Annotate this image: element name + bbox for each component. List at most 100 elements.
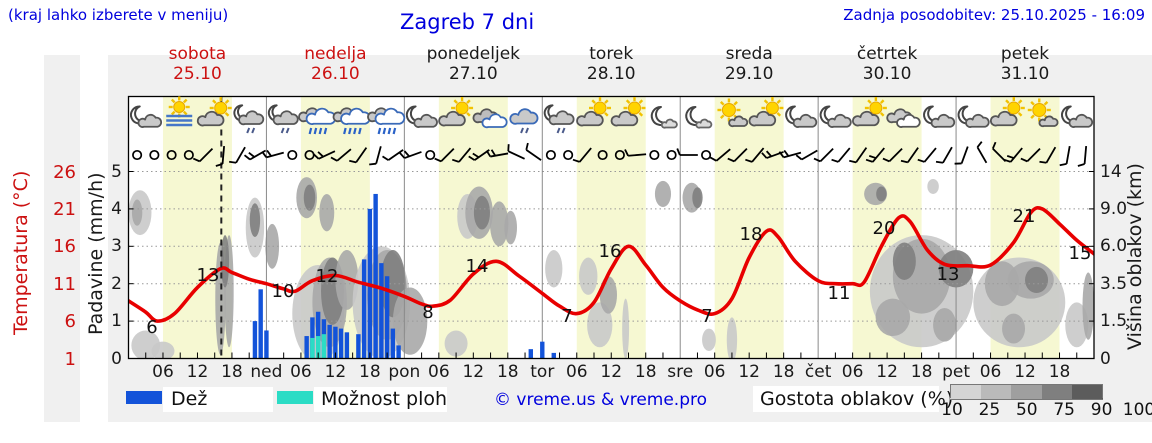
wind-barb-icon — [795, 149, 818, 161]
left-temp-strip — [44, 55, 80, 422]
temperature-value-label: 15 — [1069, 243, 1092, 264]
wind-barb-icon — [312, 150, 336, 160]
time-tick-label: 06 — [703, 362, 726, 382]
weather-icon-rain — [298, 107, 337, 135]
cloud-axis-tick: 0 — [1100, 348, 1111, 369]
time-tick-label: 12 — [462, 362, 485, 382]
temp-axis-tick: 11 — [53, 273, 76, 295]
cloud-scale-segment — [1011, 384, 1042, 400]
wind-barb-icon — [507, 144, 525, 160]
wind-barb-icon — [849, 147, 868, 164]
wind-barb-icon — [778, 149, 802, 159]
temp-axis-tick: 21 — [53, 198, 76, 220]
temp-axis-tick: 1 — [64, 348, 76, 370]
wind-barb-icon — [229, 146, 246, 164]
rain-bar — [264, 330, 269, 359]
wind-calm-icon — [132, 149, 143, 161]
time-tick-label: 06 — [841, 362, 864, 382]
rain-bar — [252, 321, 258, 359]
time-tick-label: 06 — [565, 362, 588, 382]
rain-bar — [528, 349, 533, 359]
temperature-value-label: 13 — [937, 264, 960, 285]
precip-axis-tick: 3 — [111, 236, 122, 257]
wind-barb-icon — [1020, 147, 1041, 163]
cloud-scale-label: 90 — [1090, 400, 1113, 420]
weather-icon-sun-cloud — [852, 97, 887, 127]
shower-bar — [310, 337, 315, 359]
day-name-nedelja: nedelja — [304, 44, 367, 64]
temperature-value-label: 16 — [599, 241, 622, 262]
temperature-value-label: 18 — [740, 224, 763, 245]
weather-icon-sun-fog — [166, 96, 193, 127]
rain-legend-swatch — [126, 391, 162, 404]
day-date: 30.10 — [862, 64, 912, 84]
time-tick-label: 18 — [634, 362, 657, 382]
wind-calm-icon — [614, 149, 625, 161]
wind-barb-icon — [813, 147, 834, 163]
rain-bar — [379, 263, 384, 359]
temperature-value-label: 20 — [873, 218, 896, 239]
weather-icon-rain — [367, 107, 406, 135]
daylight-band — [576, 96, 646, 359]
day-abbrev-label: čet — [804, 362, 832, 382]
cloud-axis-tick: 9.0 — [1100, 198, 1128, 219]
temperature-value-label: 21 — [1013, 206, 1036, 227]
time-tick-label: 12 — [876, 362, 898, 382]
wind-calm-icon — [425, 149, 436, 161]
temperature-line — [128, 205, 1094, 323]
cloud-scale-segment — [980, 384, 1012, 400]
weather-icon-sun-cloud — [748, 97, 784, 127]
time-tick-label: 12 — [324, 362, 347, 382]
day-date: 25.10 — [173, 64, 222, 84]
wind-calm-icon — [563, 149, 574, 161]
rain-bar — [396, 345, 401, 359]
time-tick-label: 18 — [496, 362, 519, 382]
day-date: 26.10 — [311, 64, 360, 84]
day-name-ponedeljek: ponedeljek — [426, 44, 521, 64]
precip-axis-tick: 2 — [111, 273, 122, 294]
wind-calm-icon — [287, 149, 298, 161]
time-tick-label: 06 — [290, 362, 312, 382]
daylight-band — [714, 96, 784, 359]
showers-legend-swatch — [277, 391, 313, 404]
showers-legend-label: Možnost ploh — [321, 388, 448, 410]
wind-barb-icon — [451, 147, 472, 163]
cloud-scale-label: 25 — [978, 400, 1001, 420]
wind-barb-icon — [882, 147, 903, 163]
wind-barb-icon — [1059, 145, 1071, 167]
time-tick-label: 18 — [1048, 362, 1071, 382]
shower-bar — [321, 334, 327, 359]
temp-axis-tick: 26 — [53, 161, 76, 183]
wind-barb-icon — [831, 147, 851, 163]
rain-legend-label: Dež — [171, 388, 208, 410]
wind-barb-icon — [349, 147, 368, 164]
wind-barb-icon — [935, 146, 953, 164]
day-date: 27.10 — [448, 64, 498, 84]
credit-link[interactable]: © vreme.us & vreme.pro — [494, 390, 708, 410]
cloud-scale-label: 10 — [941, 400, 963, 420]
weather-icon-moon-cloud — [957, 105, 990, 128]
day-name-torek: torek — [589, 44, 634, 64]
wind-calm-icon — [597, 149, 608, 161]
wind-barb-icon — [624, 149, 647, 157]
temperature-value-label: 10 — [272, 281, 295, 302]
shower-bar — [315, 336, 321, 359]
weather-icon-moon-cloud — [923, 105, 956, 128]
weather-icon-moon-cloud — [1061, 105, 1094, 128]
wind-barb-icon — [572, 147, 592, 163]
rain-bar — [384, 276, 390, 359]
wind-calm-icon — [149, 149, 160, 161]
rain-bar — [333, 326, 338, 359]
time-tick-label: 18 — [910, 362, 933, 382]
weather-icon-moon-cloud — [405, 105, 438, 128]
cloud-density-label: Gostota oblakov (%) — [760, 388, 954, 410]
temperature-value-label: 7 — [701, 306, 712, 327]
time-tick-label: 06 — [979, 362, 1002, 382]
weather-icon-moon — [685, 105, 713, 129]
weather-icon-cloud-rain1 — [509, 108, 539, 134]
day-date: 31.10 — [1000, 64, 1050, 84]
menu-hint: (kraj lahko izberete v meniju) — [8, 6, 229, 24]
wind-barb-icon — [330, 148, 352, 162]
wind-calm-icon — [666, 149, 677, 161]
time-tick-label: 06 — [428, 362, 450, 382]
